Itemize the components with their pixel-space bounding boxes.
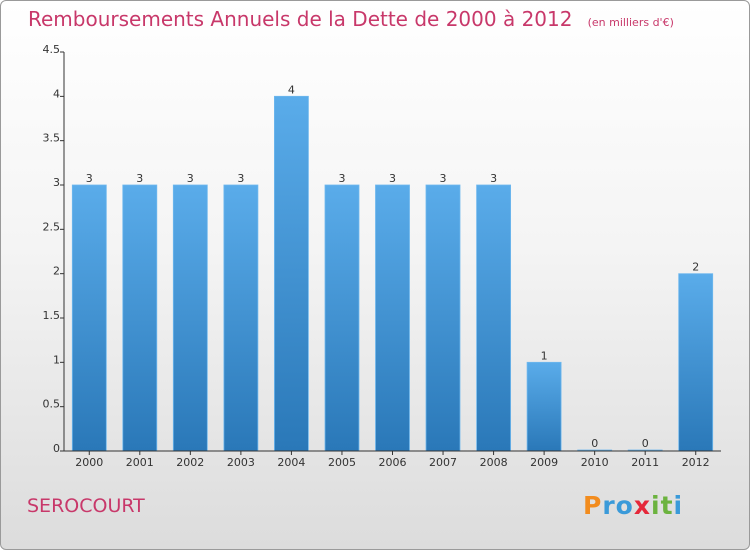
x-tick-label: 2002 — [176, 456, 204, 469]
x-tick-label: 2009 — [530, 456, 558, 469]
x-tick-label: 2005 — [328, 456, 356, 469]
x-tick-label: 2000 — [75, 456, 103, 469]
logo-letter: P — [583, 491, 603, 520]
bar — [172, 184, 208, 452]
logo-letter: o — [615, 491, 634, 520]
chart-title-row: Remboursements Annuels de la Dette de 20… — [28, 7, 674, 31]
y-tick-label: 1.5 — [43, 309, 61, 322]
bar-value-label: 3 — [136, 172, 143, 185]
bar-value-label: 3 — [440, 172, 447, 185]
y-tick-label: 3.5 — [43, 132, 61, 145]
bar — [223, 184, 259, 452]
bar — [122, 184, 158, 452]
bar-value-label: 3 — [237, 172, 244, 185]
x-tick-label: 2007 — [429, 456, 457, 469]
y-tick-label: 2 — [53, 265, 60, 278]
y-tick-label: 4 — [53, 87, 60, 100]
bar — [273, 95, 309, 452]
logo-letter: t — [660, 491, 674, 520]
y-tick-label: 4.5 — [43, 43, 61, 56]
chart-subtitle: (en milliers d'€) — [587, 16, 674, 29]
chart-title: Remboursements Annuels de la Dette de 20… — [28, 7, 573, 31]
bar-value-label: 0 — [591, 437, 598, 450]
y-tick-label: 0 — [53, 442, 60, 455]
x-tick-label: 2011 — [631, 456, 659, 469]
logo-letter: r — [602, 491, 616, 520]
logo-letter: i — [651, 491, 661, 520]
logo-letter: i — [673, 491, 684, 520]
bar — [476, 184, 512, 452]
bar — [425, 184, 461, 452]
bar-value-label: 3 — [490, 172, 497, 185]
bar-value-label: 3 — [339, 172, 346, 185]
bar-value-label: 3 — [187, 172, 194, 185]
y-tick-label: 2.5 — [43, 220, 61, 233]
x-tick-label: 2004 — [277, 456, 305, 469]
bar-value-label: 0 — [642, 437, 649, 450]
bar-value-label: 3 — [86, 172, 93, 185]
place-name: SEROCOURT — [27, 495, 145, 517]
proxiti-logo[interactable]: Proxiti — [583, 491, 683, 520]
x-tick-label: 2008 — [480, 456, 508, 469]
logo-letter: x — [633, 491, 651, 520]
y-tick-label: 0.5 — [43, 398, 61, 411]
x-tick-label: 2001 — [126, 456, 154, 469]
bar-value-label: 3 — [389, 172, 396, 185]
bar-value-label: 4 — [288, 83, 295, 96]
bar-value-label: 2 — [692, 261, 699, 274]
bar — [678, 273, 714, 452]
x-tick-label: 2003 — [227, 456, 255, 469]
x-tick-label: 2012 — [682, 456, 710, 469]
bar — [324, 184, 360, 452]
bar — [71, 184, 107, 452]
y-tick-label: 1 — [53, 353, 60, 366]
bar — [375, 184, 410, 452]
x-tick-label: 2010 — [581, 456, 609, 469]
bar-value-label: 1 — [541, 349, 548, 362]
bar — [526, 361, 562, 452]
y-tick-label: 3 — [53, 176, 60, 189]
x-tick-label: 2006 — [379, 456, 407, 469]
